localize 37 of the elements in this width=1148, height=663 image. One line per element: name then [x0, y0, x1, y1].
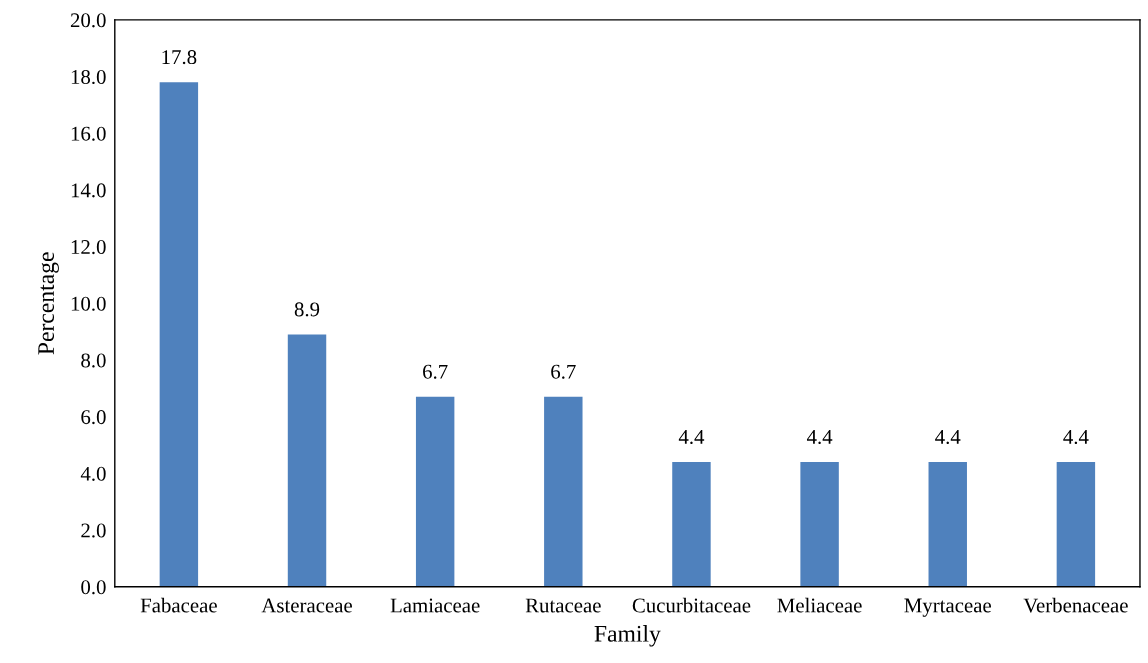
bar — [672, 462, 711, 587]
data-label: 17.8 — [162, 50, 197, 65]
x-tick-label: Cucurbitaceae — [632, 597, 751, 613]
data-label: 6.7 — [423, 364, 448, 379]
y-tick-label: 6.0 — [81, 410, 106, 425]
bar — [287, 334, 327, 587]
data-label: 6.7 — [551, 364, 576, 379]
y-tick-label: 20.0 — [70, 13, 106, 28]
x-axis-title: Family — [594, 625, 661, 647]
data-label: 4.4 — [935, 430, 961, 445]
y-tick-label: 0.0 — [81, 580, 106, 595]
y-tick-label: 14.0 — [71, 183, 106, 198]
bar — [1056, 462, 1096, 587]
y-tick-label: 18.0 — [71, 69, 106, 85]
y-tick-label: 8.0 — [81, 353, 106, 368]
data-label: 8.9 — [294, 302, 320, 317]
data-label: 4.4 — [806, 430, 833, 445]
bar — [415, 396, 455, 587]
x-tick-label: Meliaceae — [777, 597, 862, 613]
data-label: 4.4 — [1063, 430, 1089, 445]
x-tick-label: Myrtaceae — [904, 598, 991, 617]
x-tick-label: Lamiaceae — [390, 598, 480, 613]
y-tick-label: 2.0 — [81, 523, 106, 538]
bar — [544, 396, 583, 587]
x-tick-label: Fabaceae — [140, 597, 217, 613]
y-axis-title: Percentage — [38, 252, 59, 355]
data-label: 4.4 — [678, 430, 705, 445]
y-tick-label: 16.0 — [71, 126, 106, 141]
y-tick-label: 10.0 — [71, 296, 106, 311]
y-tick-label: 12.0 — [71, 240, 106, 255]
bar — [800, 462, 839, 587]
x-tick-label: Rutaceae — [525, 598, 601, 613]
y-tick-label: 4.0 — [80, 466, 106, 481]
bar — [159, 82, 199, 587]
x-tick-label: Verbenaceae — [1023, 597, 1128, 613]
x-tick-label: Asteraceae — [261, 598, 352, 613]
bar — [928, 462, 967, 587]
